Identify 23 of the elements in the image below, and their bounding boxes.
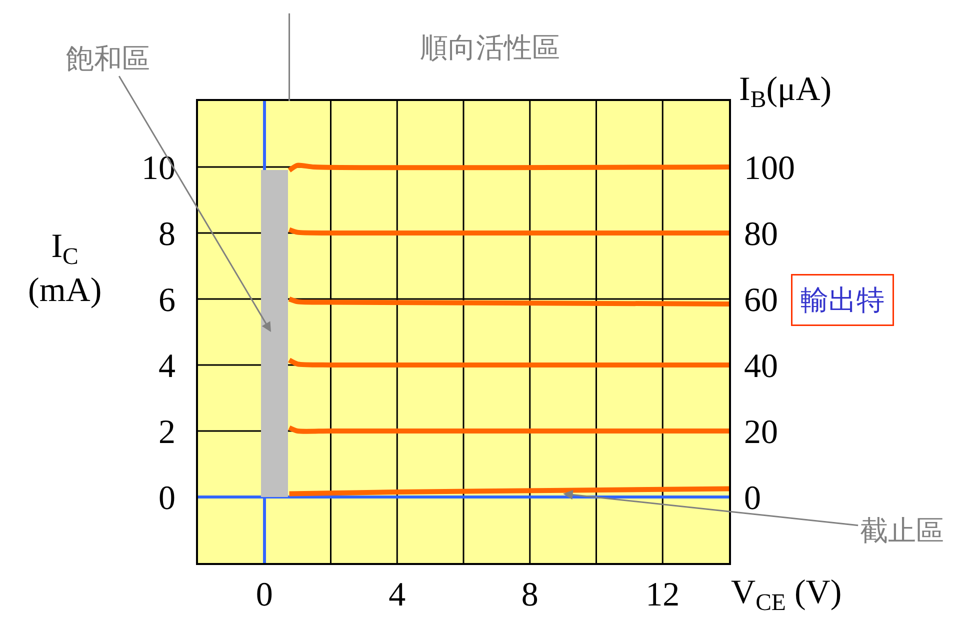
y2-axis-title: I$_{B}$(μA) [739,71,832,114]
x-axis-title: V$_{CE}$ (V) [731,574,842,616]
y2-tick-label: 80 [744,216,778,253]
y-axis-title: I$_{C}$ (mA) [28,228,102,310]
y-tick-label: 0 [158,480,176,517]
x-tick-label: 8 [521,576,538,614]
y2-tick-label: 60 [744,282,778,319]
y-tick-label: 2 [158,414,176,451]
annotation: 截止區 [860,514,944,547]
y2-tick-label: 40 [744,348,778,385]
y-tick-label: 4 [158,348,176,385]
y-tick-label: 10 [141,150,176,187]
y-tick-label: 6 [158,282,176,319]
y2-tick-label: 20 [744,414,778,451]
x-tick-label: 4 [388,576,406,614]
x-tick-label: 12 [646,576,680,614]
text: 輸出特 [800,284,884,316]
x-tick-label: 0 [256,576,273,614]
y2-tick-label: 100 [744,150,795,187]
y-tick-label: 8 [158,216,176,253]
text: 飽和區 [66,42,150,75]
y2-tick-label: 0 [744,480,761,517]
text: 順向活性區 [420,31,560,64]
